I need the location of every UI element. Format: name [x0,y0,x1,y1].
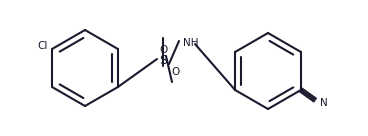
Text: O: O [172,67,180,77]
Text: O: O [159,45,167,55]
Text: N: N [320,98,328,108]
Text: S: S [159,55,167,67]
Text: NH: NH [183,38,198,48]
Text: Cl: Cl [38,41,48,51]
